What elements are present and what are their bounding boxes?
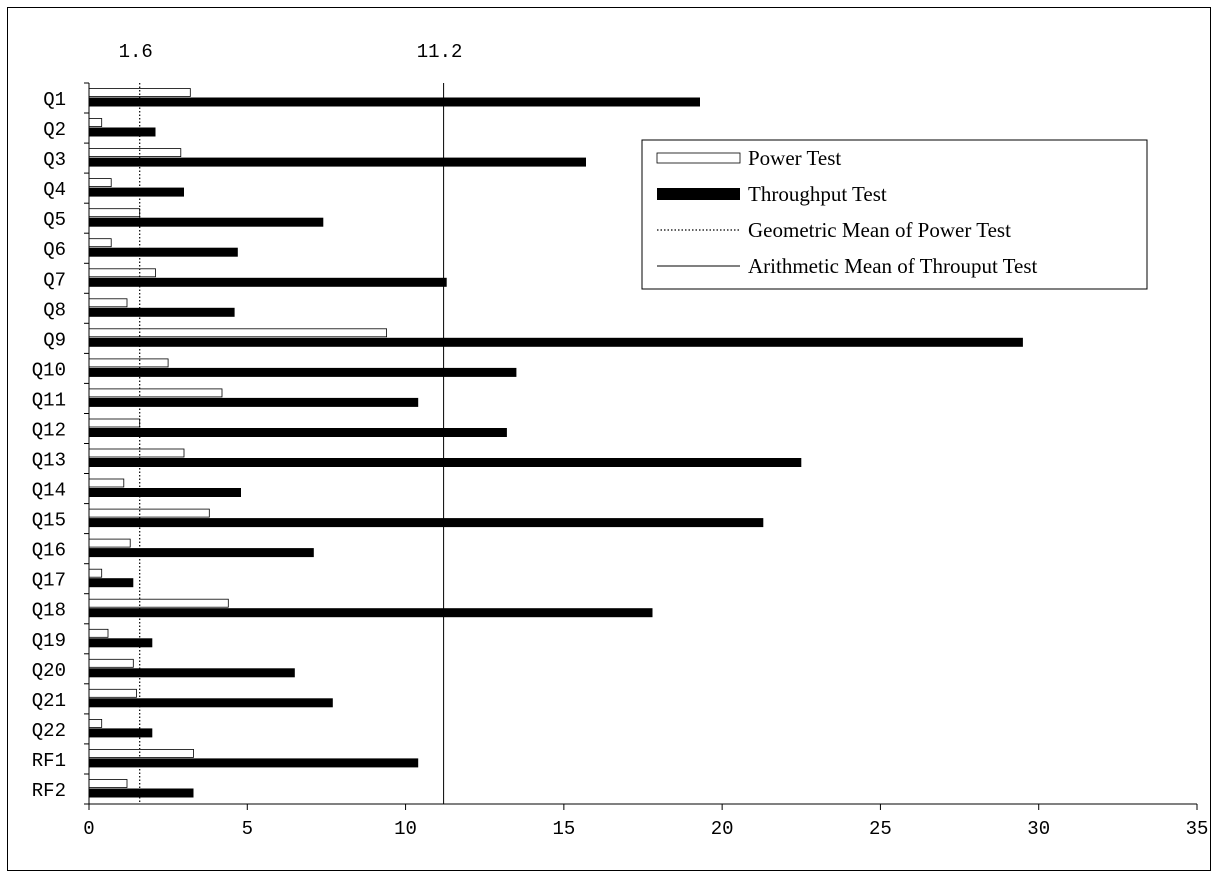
bar-throughput-q22 — [89, 728, 153, 738]
bar-throughput-q20 — [89, 668, 295, 678]
category-label-q2: Q2 — [43, 119, 66, 141]
bar-power-q2 — [88, 118, 103, 127]
bar-throughput-q11 — [89, 397, 419, 407]
bar-throughput-q21 — [89, 698, 333, 708]
bar-throughput-q2 — [89, 127, 156, 137]
category-label-q21: Q21 — [32, 690, 66, 712]
bar-throughput-q13 — [89, 458, 802, 467]
legend-swatch-throughput — [657, 188, 740, 200]
x-tick-label-15: 15 — [552, 818, 575, 840]
legend-label-geometric-mean: Geometric Mean of Power Test — [748, 218, 1011, 242]
legend: Power Test Throughput Test Geometric Mean … — [641, 139, 1148, 290]
bar-power-q9 — [88, 328, 388, 338]
bar-throughput-q17 — [89, 578, 134, 588]
bar-throughput-q3 — [89, 157, 586, 167]
category-label-rf2: RF2 — [32, 780, 66, 802]
axes — [84, 82, 1198, 810]
category-label-q1: Q1 — [43, 89, 66, 111]
bar-power-q3 — [88, 148, 182, 158]
bar-power-q5 — [88, 208, 141, 218]
x-tick-label-35: 35 — [1186, 818, 1209, 840]
bar-power-q17 — [88, 568, 103, 578]
bar-throughput-q4 — [89, 187, 184, 197]
bar-power-q14 — [88, 478, 125, 488]
x-tick-label-20: 20 — [711, 818, 734, 840]
bar-power-q21 — [88, 688, 137, 698]
bar-throughput-q14 — [89, 488, 241, 497]
category-label-q22: Q22 — [32, 720, 66, 742]
bar-power-q13 — [88, 448, 185, 458]
bar-power-q15 — [88, 508, 210, 518]
bar-throughput-q19 — [89, 638, 153, 648]
category-label-q17: Q17 — [32, 570, 66, 592]
x-tick-label-10: 10 — [394, 818, 417, 840]
reference-line-labels: 1.6 11.2 — [119, 41, 463, 63]
x-tick-label-25: 25 — [869, 818, 892, 840]
category-label-q6: Q6 — [43, 239, 66, 261]
category-label-q3: Q3 — [43, 149, 66, 171]
category-label-q18: Q18 — [32, 600, 66, 622]
category-label-q15: Q15 — [32, 510, 66, 532]
bar-power-q20 — [88, 658, 134, 668]
category-label-q4: Q4 — [43, 179, 66, 201]
arithmetic-mean-label: 11.2 — [417, 41, 463, 63]
x-tick-label-30: 30 — [1027, 818, 1050, 840]
bar-power-rf2 — [88, 779, 128, 788]
bar-power-q8 — [88, 298, 128, 308]
reference-lines — [139, 83, 445, 804]
bar-throughput-q8 — [89, 307, 235, 317]
category-label-q14: Q14 — [32, 480, 66, 502]
bar-power-q4 — [88, 178, 112, 188]
legend-swatch-power — [656, 152, 741, 164]
bar-power-q6 — [88, 238, 112, 248]
category-label-q8: Q8 — [43, 299, 66, 321]
bar-throughput-rf2 — [89, 788, 194, 798]
category-label-q13: Q13 — [32, 450, 66, 472]
bar-throughput-q5 — [89, 217, 324, 227]
bar-throughput-q12 — [89, 428, 507, 437]
bar-power-q11 — [88, 388, 223, 398]
bar-throughput-q15 — [89, 518, 764, 528]
bar-power-q18 — [88, 598, 229, 608]
category-label-q12: Q12 — [32, 420, 66, 442]
bar-throughput-q1 — [89, 97, 700, 107]
bar-throughput-q9 — [89, 337, 1023, 347]
category-label-q9: Q9 — [43, 329, 66, 351]
bar-power-rf1 — [88, 749, 194, 758]
bar-power-q19 — [88, 628, 109, 638]
bar-power-q12 — [88, 418, 141, 428]
category-label-rf1: RF1 — [32, 750, 66, 772]
bars — [88, 88, 1023, 798]
bar-power-q16 — [88, 538, 131, 548]
category-label-q20: Q20 — [32, 660, 66, 682]
x-tick-label-0: 0 — [83, 818, 94, 840]
category-label-q11: Q11 — [32, 389, 66, 411]
x-tick-labels: 0 5 10 15 20 25 30 35 — [83, 818, 1208, 840]
category-labels: Q1 Q2 Q3 Q4 Q5 Q6 Q7 Q8 Q9 Q10 Q11 Q12 Q13 Q14 Q15 Q16 Q… — [32, 89, 66, 802]
bar-power-q7 — [88, 268, 156, 278]
legend-label-power: Power Test — [748, 146, 841, 170]
bar-power-q1 — [88, 88, 191, 97]
category-label-q16: Q16 — [32, 540, 66, 562]
bar-throughput-q18 — [89, 608, 653, 618]
bar-power-q10 — [88, 358, 169, 368]
x-tick-label-5: 5 — [242, 818, 253, 840]
bar-power-q22 — [88, 719, 103, 728]
legend-label-throughput: Throughput Test — [748, 182, 887, 206]
bar-throughput-q10 — [89, 367, 517, 377]
category-label-q19: Q19 — [32, 630, 66, 652]
geometric-mean-label: 1.6 — [119, 41, 153, 63]
bar-throughput-q16 — [89, 548, 314, 558]
category-label-q5: Q5 — [43, 209, 66, 231]
category-label-q7: Q7 — [43, 269, 66, 291]
bar-throughput-rf1 — [89, 758, 419, 768]
bar-throughput-q7 — [89, 277, 447, 287]
category-label-q10: Q10 — [32, 359, 66, 381]
legend-label-arithmetic-mean: Arithmetic Mean of Throuput Test — [748, 254, 1038, 278]
bar-throughput-q6 — [89, 247, 238, 257]
legend-box — [641, 139, 1148, 290]
